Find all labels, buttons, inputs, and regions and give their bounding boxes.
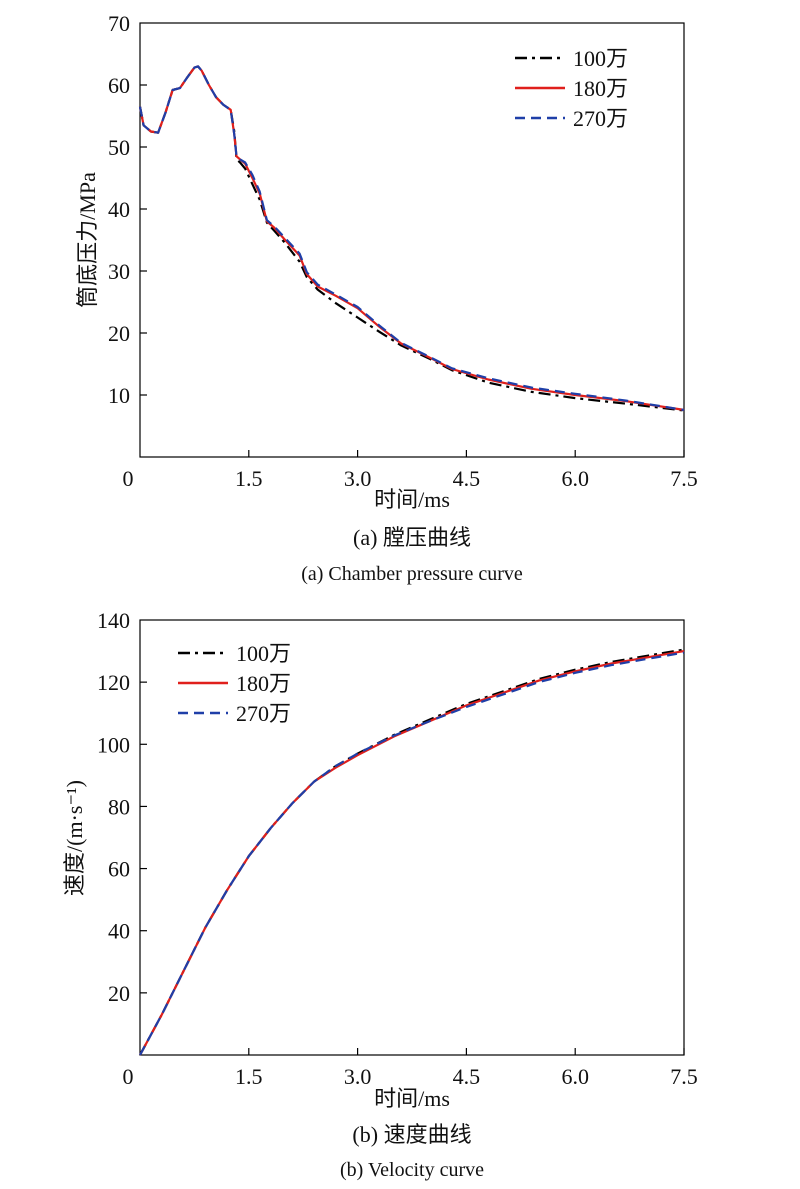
- y-tick-label-b: 140: [97, 608, 130, 633]
- series-line-b-2: [139, 651, 685, 1056]
- y-tick-label-b: 80: [108, 794, 130, 819]
- y-tick-label-a: 30: [108, 259, 130, 284]
- x-tick-label-b: 6.0: [561, 1064, 589, 1089]
- y-tick-label-a: 70: [108, 11, 130, 36]
- plot-frame-a: [139, 22, 685, 458]
- caption-en-a: (a) Chamber pressure curve: [301, 563, 523, 585]
- y-tick-label-b: 120: [97, 670, 130, 695]
- y-tick-label-a: 60: [108, 73, 130, 98]
- x-tick-label-a: 0: [123, 466, 134, 491]
- plot-frame-b: [139, 619, 685, 1056]
- caption-cn-a: (a) 膛压曲线: [353, 525, 471, 550]
- legend-label-b-2: 270万: [236, 701, 291, 726]
- y-tick-label-a: 40: [108, 197, 130, 222]
- series-line-b-0: [139, 648, 685, 1056]
- legend-a: 100万 180万 270万: [515, 46, 628, 131]
- x-tick-label-b: 7.5: [670, 1064, 698, 1089]
- y-axis-label-b: 速度/(m·s⁻¹): [62, 780, 87, 896]
- x-tick-label-a: 3.0: [344, 466, 372, 491]
- x-tick-label-a: 6.0: [561, 466, 589, 491]
- x-axis-label-b: 时间/ms: [374, 1086, 450, 1111]
- x-tick-label-b: 0: [123, 1064, 134, 1089]
- y-tick-label-b: 40: [108, 919, 130, 944]
- legend-label-a-0: 100万: [573, 46, 628, 71]
- x-tick-label-b: 1.5: [235, 1064, 263, 1089]
- y-axis-label-a: 筒底压力/MPa: [75, 172, 100, 308]
- x-tick-label-a: 1.5: [235, 466, 263, 491]
- x-tick-label-b: 4.5: [453, 1064, 481, 1089]
- y-tick-label-b: 20: [108, 981, 130, 1006]
- legend-label-b-0: 100万: [236, 641, 291, 666]
- x-tick-label-a: 7.5: [670, 466, 698, 491]
- series-line-b-1: [139, 650, 685, 1056]
- y-tick-label-a: 20: [108, 321, 130, 346]
- caption-en-b: (b) Velocity curve: [340, 1159, 484, 1181]
- y-tick-label-b: 60: [108, 857, 130, 882]
- x-tick-label-a: 4.5: [453, 466, 481, 491]
- legend-label-a-1: 180万: [573, 76, 628, 101]
- legend-label-b-1: 180万: [236, 671, 291, 696]
- series-line-a-2: [138, 65, 685, 411]
- legend-b: 100万 180万 270万: [178, 641, 291, 726]
- panel-a-chamber-pressure: 0 1.5 3.0 4.5 6.0 7.5 10 20 30 40 50 60 70 时间/ms 筒底压…: [75, 11, 698, 585]
- y-tick-label-b: 100: [97, 732, 130, 757]
- caption-cn-b: (b) 速度曲线: [352, 1122, 471, 1147]
- y-tick-label-a: 50: [108, 135, 130, 160]
- series-line-a-0: [138, 65, 685, 412]
- x-tick-label-b: 3.0: [344, 1064, 372, 1089]
- legend-label-a-2: 270万: [573, 106, 628, 131]
- x-axis-label-a: 时间/ms: [374, 487, 450, 512]
- y-tick-label-a: 10: [108, 383, 130, 408]
